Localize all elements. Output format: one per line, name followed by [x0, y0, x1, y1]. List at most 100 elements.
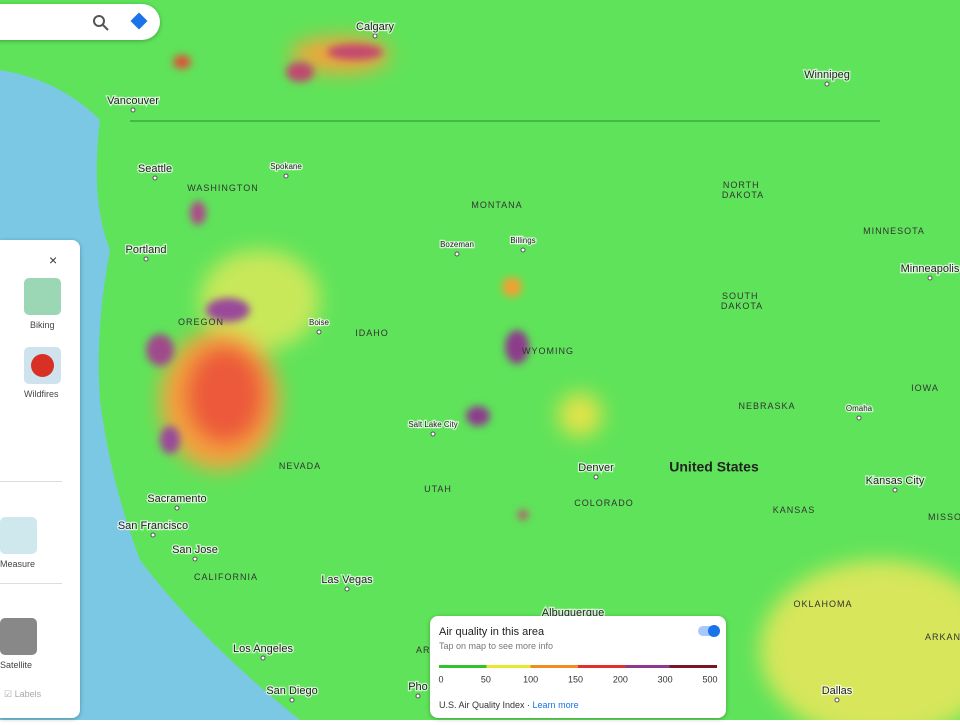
region-word: WASHINGTON: [187, 183, 259, 193]
satellite-icon[interactable]: [0, 618, 37, 655]
city-label: Portland: [126, 244, 167, 256]
wildfires-icon[interactable]: [24, 347, 61, 384]
region-label: OKLAHOMA: [793, 599, 852, 609]
legend-card: Air quality in this area Tap on map to s…: [430, 616, 726, 718]
region-word: NEBRASKA: [738, 401, 795, 411]
region-label: COLORADO: [574, 498, 634, 508]
region-word: WYOMING: [522, 346, 574, 356]
city-label: Kansas City: [866, 475, 925, 487]
region-label: WYOMING: [522, 346, 574, 356]
region-word: MISSO: [928, 512, 960, 522]
region-word: MINNESOTA: [863, 226, 925, 236]
city-label: Minneapolis: [901, 263, 960, 275]
region-word: ARI: [416, 645, 434, 655]
region-label: MISSO: [928, 512, 960, 522]
region-word: CALIFORNIA: [194, 572, 258, 582]
region-word: COLORADO: [574, 498, 634, 508]
layer-label: Wildfires: [24, 389, 59, 399]
region-label: ARKAN: [925, 632, 960, 642]
region-word: IOWA: [911, 383, 939, 393]
city-label: Calgary: [356, 21, 394, 33]
city-dot: [415, 693, 421, 699]
region-label: IOWA: [911, 383, 939, 393]
layers-panel: × Biking Wildfires Measure Satellite ☑ L…: [0, 240, 80, 718]
layer-label: Biking: [30, 320, 55, 330]
region-label: NEVADA: [279, 461, 321, 471]
scale-label: 100: [523, 674, 538, 684]
region-label: WASHINGTON: [187, 183, 259, 193]
region-label: OREGON: [178, 317, 224, 327]
hotspots: [146, 44, 529, 520]
city-label: Vancouver: [107, 95, 159, 107]
region-word: SOUTH: [722, 291, 762, 301]
layer-label: Satellite: [0, 660, 33, 670]
layer-label: Measure: [0, 559, 36, 569]
scale-label: 0: [438, 674, 443, 684]
region-word: ARKAN: [925, 632, 960, 642]
country-label: United States: [669, 459, 759, 475]
city-dot: [150, 532, 156, 538]
city-dot: [834, 697, 840, 703]
aqi-bar: [439, 665, 717, 668]
aqi-scale: 0 50 100 150 200 300 500: [438, 665, 718, 684]
city-label: Seattle: [138, 163, 172, 175]
city-label: Omaha: [846, 404, 873, 413]
city-label: Billings: [510, 236, 535, 245]
region-label: MONTANA: [471, 200, 522, 210]
legend-title: Air quality in this area: [439, 626, 545, 638]
city-label: Los Angeles: [233, 643, 293, 655]
region-label: ARI: [416, 645, 434, 655]
city-label: Dallas: [822, 685, 853, 697]
region-word: DAKOTA: [722, 190, 764, 200]
directions-icon[interactable]: [130, 12, 148, 30]
scale-label: 50: [481, 674, 491, 684]
region-label: NORTH DAKOTA: [722, 180, 764, 200]
scale-label: 150: [568, 674, 583, 684]
city-label: San Francisco: [118, 520, 188, 532]
region-word: DAKOTA: [721, 301, 763, 311]
city-dot: [174, 505, 180, 511]
city-label: Salt Lake City: [408, 420, 457, 429]
region-word: MONTANA: [471, 200, 522, 210]
city-dot: [593, 474, 599, 480]
search-box[interactable]: [0, 4, 160, 40]
city-dot: [454, 251, 460, 257]
labels-toggle[interactable]: ☑ Labels: [4, 689, 42, 699]
measure-icon[interactable]: [0, 517, 37, 554]
city-label: Boise: [309, 318, 330, 327]
city-dot: [892, 487, 898, 493]
region-word: KANSAS: [773, 505, 816, 515]
city-label: Pho: [408, 681, 428, 693]
city-dot: [927, 275, 933, 281]
region-label: NEBRASKA: [738, 401, 795, 411]
region-word: NEVADA: [279, 461, 321, 471]
city-dot: [856, 415, 862, 421]
footer-text: U.S. Air Quality Index: [439, 700, 525, 710]
labels-text: Labels: [14, 689, 42, 699]
region-label: CALIFORNIA: [194, 572, 258, 582]
legend-subtitle: Tap on map to see more info: [439, 641, 554, 651]
learn-more-link[interactable]: Learn more: [532, 700, 579, 710]
region-word: IDAHO: [355, 328, 389, 338]
region-label: IDAHO: [355, 328, 389, 338]
toggle[interactable]: [698, 625, 720, 637]
legend-footer: U.S. Air Quality Index · Learn more: [439, 700, 579, 710]
city-dot: [130, 107, 136, 113]
region-label: KANSAS: [773, 505, 816, 515]
region-word: OKLAHOMA: [793, 599, 852, 609]
city-dot: [152, 175, 158, 181]
scale-label: 300: [658, 674, 673, 684]
biking-icon[interactable]: [24, 278, 61, 315]
region-word: UTAH: [424, 484, 452, 494]
city-dot: [143, 256, 149, 262]
search-icon[interactable]: [93, 15, 105, 27]
region-label: SOUTH DAKOTA: [721, 291, 763, 311]
region-word: OREGON: [178, 317, 224, 327]
scale-label: 200: [613, 674, 628, 684]
city-label: Winnipeg: [804, 69, 850, 81]
scale-label: 500: [702, 674, 717, 684]
city-dot: [344, 586, 350, 592]
city-label: San Diego: [266, 685, 317, 697]
close-button[interactable]: ×: [49, 252, 58, 268]
